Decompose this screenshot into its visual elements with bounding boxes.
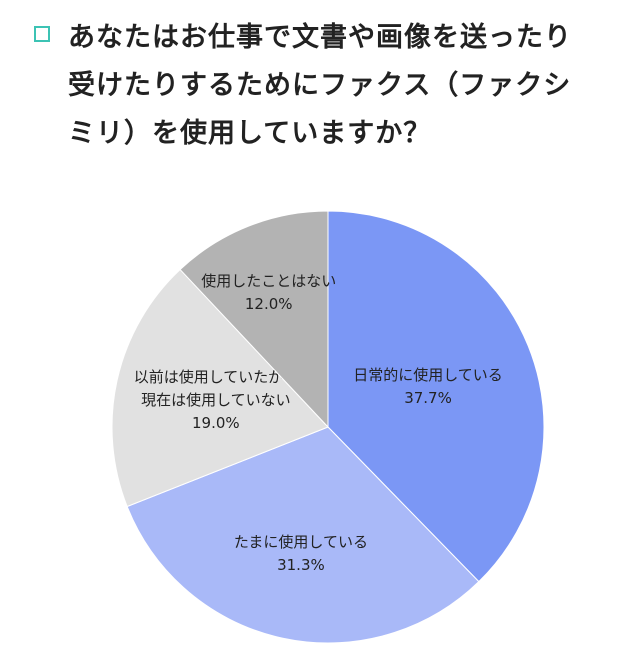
pie-slice — [179, 210, 329, 429]
question-title-line: あなたはお仕事で文書や画像を送ったり — [68, 22, 572, 53]
pie-slice — [111, 268, 329, 508]
slice-value-label: 12.0% — [245, 295, 293, 313]
question-title-line: ミリ）を使用していますか？ — [68, 118, 432, 149]
slice-value-label: 31.3% — [277, 556, 325, 574]
slice-category-label: 現在は使用していない — [141, 391, 291, 409]
slice-value-label: 19.0% — [192, 414, 240, 432]
pie-slice — [327, 210, 545, 583]
checkbox-icon — [34, 26, 50, 42]
slice-category-label: 使用したことはない — [201, 272, 336, 290]
pie-slice — [126, 426, 480, 644]
slice-category-label: 日常的に使用している — [353, 366, 503, 384]
question-title-line: 受けたりするためにファクス（ファクシ — [68, 70, 572, 101]
slice-category-label: 以前は使用していたが、 — [134, 368, 298, 386]
question-title: あなたはお仕事で文書や画像を送ったり 受けたりするためにファクス（ファクシ ミリ… — [68, 14, 608, 158]
slice-category-label: たまに使用している — [234, 533, 368, 551]
slice-value-label: 37.7% — [404, 389, 452, 407]
